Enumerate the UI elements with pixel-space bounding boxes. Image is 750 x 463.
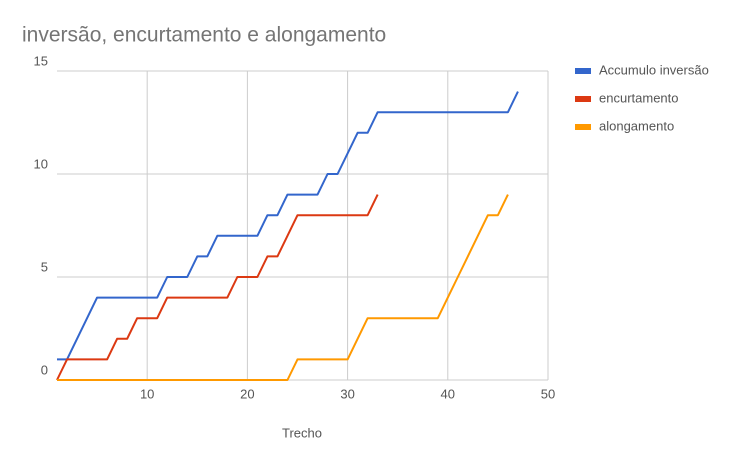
line <box>57 91 519 361</box>
chart-title: inversão, encurtamento e alongamento <box>22 24 386 47</box>
legend-label: encurtamento <box>599 90 679 105</box>
x-axis-label: Trecho <box>282 425 322 440</box>
y-tick-label: 0 <box>41 362 48 377</box>
x-tick-label: 50 <box>541 386 555 401</box>
x-tick-label: 10 <box>140 386 154 401</box>
legend-swatch <box>575 96 591 102</box>
legend-swatch <box>575 68 591 74</box>
legend-label: Accumulo inversão <box>599 62 709 77</box>
legend-label: alongamento <box>599 118 674 133</box>
legend-swatch <box>575 124 591 130</box>
y-tick-label: 10 <box>34 156 48 171</box>
x-tick-label: 20 <box>240 386 254 401</box>
x-tick-label: 30 <box>340 386 354 401</box>
line <box>56 194 379 381</box>
line <box>57 194 509 381</box>
x-tick-label: 40 <box>441 386 455 401</box>
y-tick-label: 15 <box>34 53 48 68</box>
y-tick-label: 5 <box>41 259 48 274</box>
